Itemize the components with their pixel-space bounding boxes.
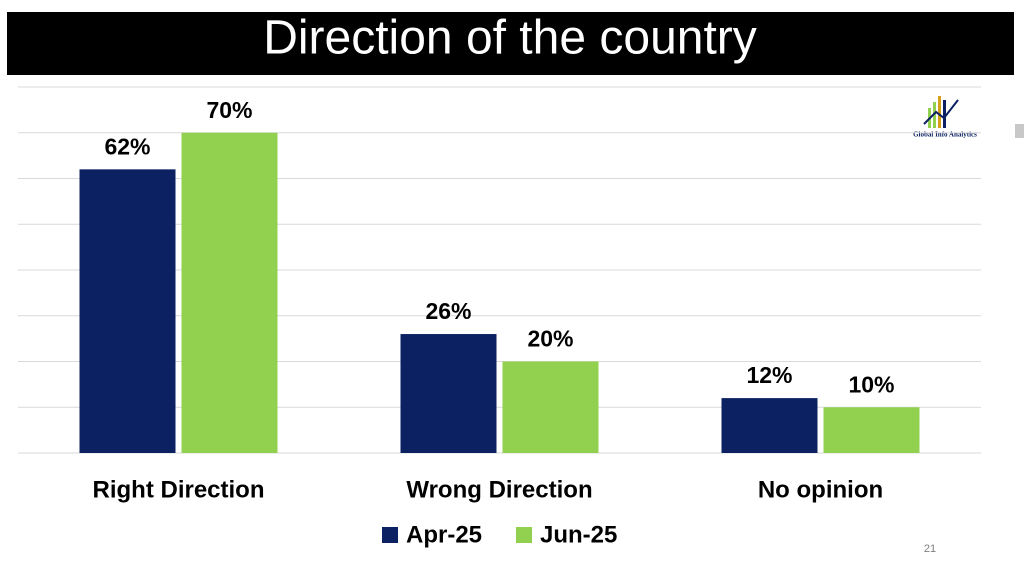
bar [502,361,599,453]
chart-title: Direction of the country [263,12,757,65]
value-label: 10% [848,371,894,397]
value-label: 20% [527,326,573,352]
logo-icon [923,96,959,128]
title-bar [7,12,1014,75]
legend-swatch [382,527,398,543]
scrollbar [1015,124,1024,138]
x-tick-label: No opinion [758,476,883,503]
value-label: 12% [746,362,792,388]
logo-text: Global Info Analytics [913,131,977,139]
page-number: 21 [924,543,936,555]
value-label: 62% [104,133,150,159]
legend-label: Apr-25 [406,521,482,548]
x-tick-label: Wrong Direction [406,476,592,503]
legend-swatch [516,527,532,543]
bar [400,334,497,453]
bar [181,132,278,453]
x-tick-label: Right Direction [93,476,265,503]
bar [823,407,920,453]
bar [79,169,176,453]
value-label: 70% [206,97,252,123]
legend-label: Jun-25 [540,521,617,548]
value-label: 26% [425,298,471,324]
bar [721,398,818,453]
